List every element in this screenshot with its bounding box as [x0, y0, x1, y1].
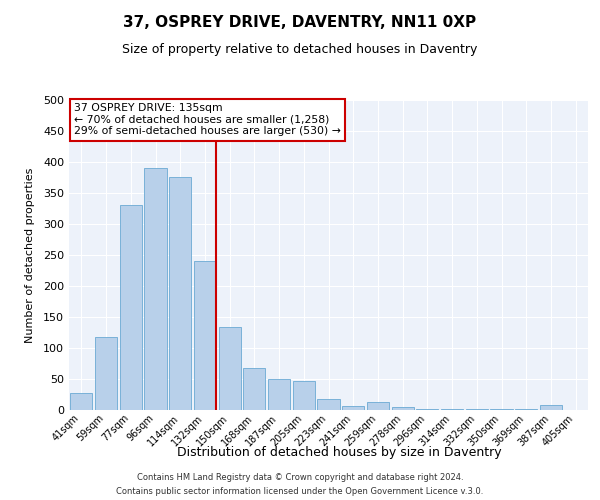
Bar: [243, 368, 265, 410]
Text: Size of property relative to detached houses in Daventry: Size of property relative to detached ho…: [122, 42, 478, 56]
Text: Distribution of detached houses by size in Daventry: Distribution of detached houses by size …: [176, 446, 502, 459]
Bar: [416, 409, 439, 410]
Text: 37 OSPREY DRIVE: 135sqm
← 70% of detached houses are smaller (1,258)
29% of semi: 37 OSPREY DRIVE: 135sqm ← 70% of detache…: [74, 103, 341, 136]
Bar: [145, 168, 167, 410]
Bar: [70, 392, 92, 410]
Text: Contains public sector information licensed under the Open Government Licence v.: Contains public sector information licen…: [116, 486, 484, 496]
Bar: [293, 382, 315, 410]
Y-axis label: Number of detached properties: Number of detached properties: [25, 168, 35, 342]
Text: 37, OSPREY DRIVE, DAVENTRY, NN11 0XP: 37, OSPREY DRIVE, DAVENTRY, NN11 0XP: [124, 15, 476, 30]
Bar: [540, 405, 562, 410]
Bar: [194, 261, 216, 410]
Text: Contains HM Land Registry data © Crown copyright and database right 2024.: Contains HM Land Registry data © Crown c…: [137, 473, 463, 482]
Bar: [342, 406, 364, 410]
Bar: [367, 402, 389, 410]
Bar: [268, 379, 290, 410]
Bar: [218, 327, 241, 410]
Bar: [392, 407, 414, 410]
Bar: [317, 399, 340, 410]
Bar: [169, 177, 191, 410]
Bar: [95, 337, 117, 410]
Bar: [119, 206, 142, 410]
